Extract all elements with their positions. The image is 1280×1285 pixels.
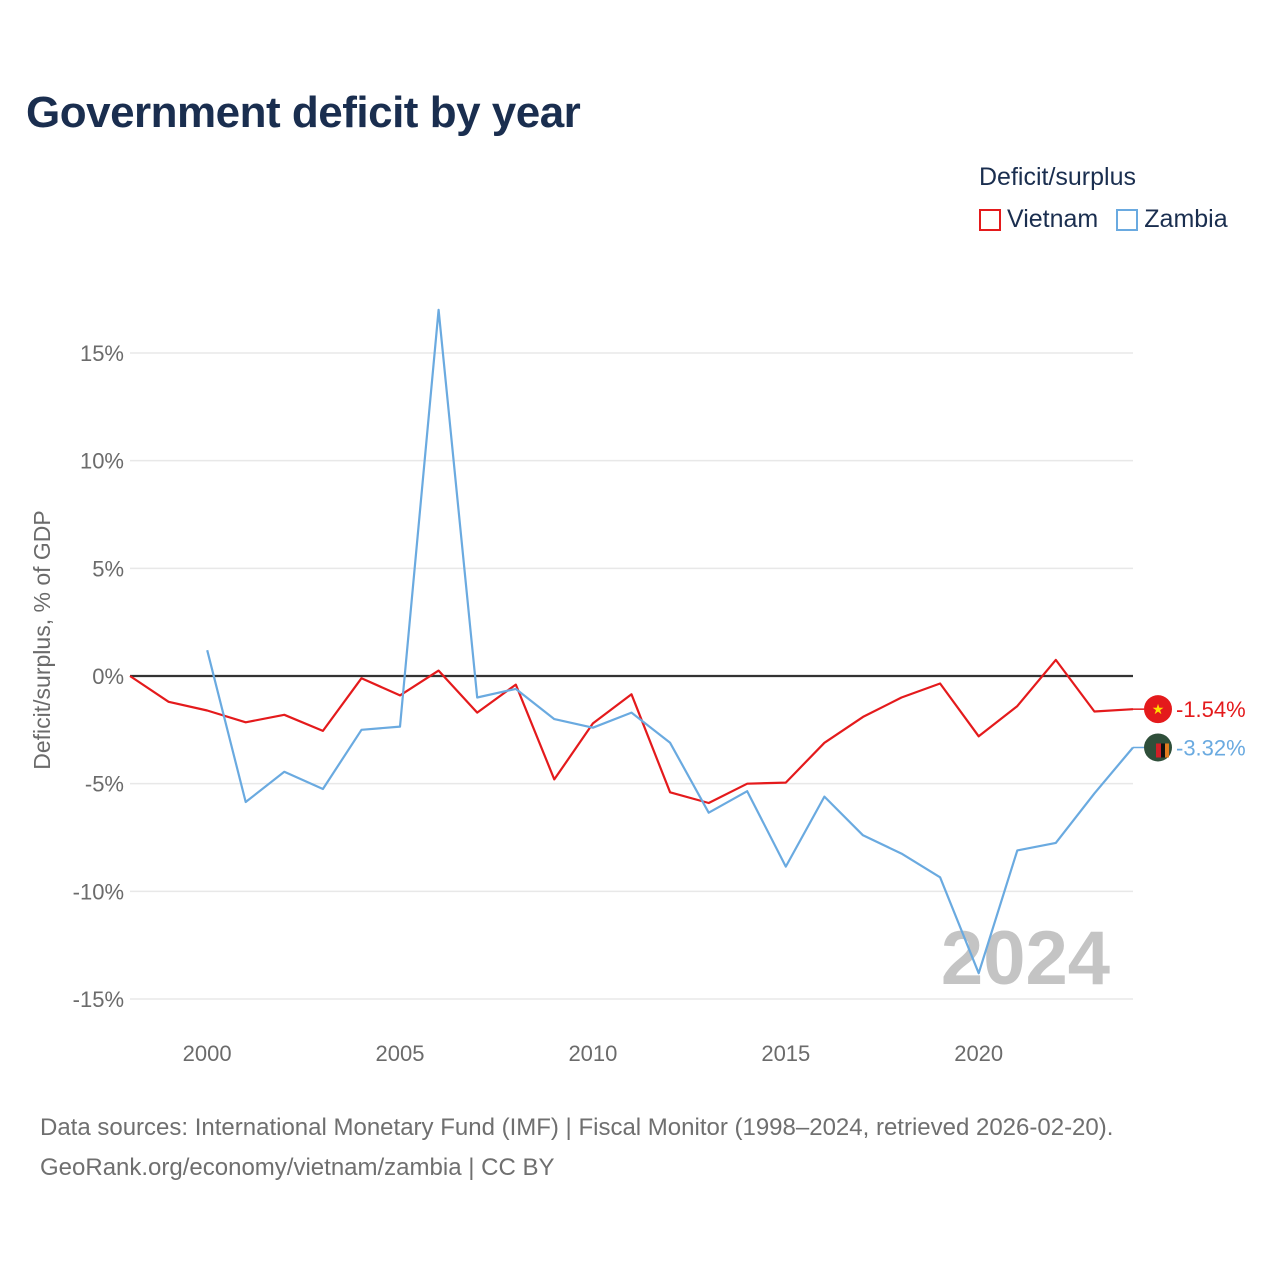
year-watermark: 2024 xyxy=(941,916,1110,1001)
source-line-2[interactable]: GeoRank.org/economy/vietnam/zambia | CC … xyxy=(40,1154,555,1181)
y-tick-label: 0% xyxy=(92,664,124,689)
source-note: Data sources: International Monetary Fun… xyxy=(40,1108,1113,1188)
legend-label-vietnam: Vietnam xyxy=(1007,205,1099,233)
x-tick-label: 2020 xyxy=(954,1041,1003,1066)
y-tick-label: 15% xyxy=(80,341,124,366)
end-label-vietnam: -1.54% xyxy=(1176,697,1246,722)
y-tick-label: -15% xyxy=(73,987,124,1012)
zambia-flag-stripe-orange xyxy=(1165,743,1169,758)
chart-title: Government deficit by year xyxy=(26,88,581,137)
legend: Vietnam Zambia xyxy=(979,205,1246,234)
y-axis-label: Deficit/surplus, % of GDP xyxy=(29,510,55,769)
y-tick-label: 5% xyxy=(92,556,124,581)
y-tick-label: -10% xyxy=(73,879,124,904)
zambia-flag-stripe-black xyxy=(1161,743,1165,758)
source-line-1: Data sources: International Monetary Fun… xyxy=(40,1114,1114,1141)
legend-swatch-vietnam xyxy=(979,208,1001,231)
y-tick-label: -5% xyxy=(85,772,124,797)
vietnam-flag-icon xyxy=(1144,695,1172,724)
legend-swatch-zambia xyxy=(1116,208,1139,231)
vietnam-flag-star: ★ xyxy=(1152,702,1165,718)
x-tick-label: 2005 xyxy=(376,1041,425,1066)
x-tick-label: 2015 xyxy=(761,1041,810,1066)
legend-title: Deficit/surplus xyxy=(979,163,1136,191)
y-tick-label: 10% xyxy=(80,449,124,474)
series-line-zambia xyxy=(206,308,1134,975)
legend-label-zambia: Zambia xyxy=(1144,205,1228,233)
legend-item-zambia[interactable]: Zambia xyxy=(1116,205,1228,234)
x-tick-label: 2000 xyxy=(183,1041,232,1066)
legend-item-vietnam[interactable]: Vietnam xyxy=(979,205,1098,234)
x-tick-label: 2010 xyxy=(568,1041,617,1066)
end-label-zambia: -3.32% xyxy=(1176,735,1246,760)
zambia-flag-stripe-red xyxy=(1156,743,1161,758)
series-line-vietnam xyxy=(129,658,1134,805)
